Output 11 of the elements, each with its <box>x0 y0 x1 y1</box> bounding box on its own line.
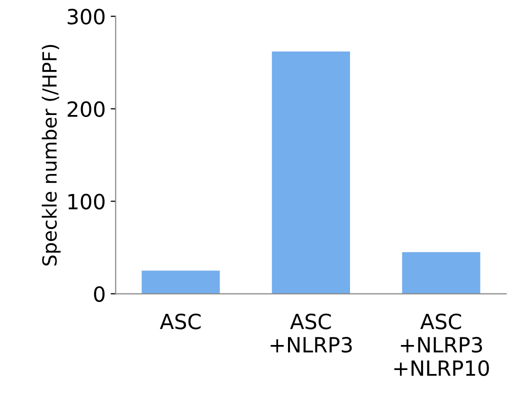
x-tick-label: ASC +NLRP3 +NLRP10 <box>394 314 489 376</box>
y-tick-label: 300 <box>68 8 105 25</box>
y-tick-label: 200 <box>68 101 105 118</box>
y-tick-label: 100 <box>68 194 105 210</box>
x-tick-label: ASC +NLRP3 <box>270 314 352 353</box>
bar <box>272 51 350 294</box>
bar <box>142 270 220 294</box>
y-tick-label: 0 <box>94 286 105 302</box>
bar <box>402 252 480 294</box>
y-axis-title: Speckle number (/HPF) <box>42 44 61 266</box>
x-tick-label: ASC <box>160 314 201 330</box>
